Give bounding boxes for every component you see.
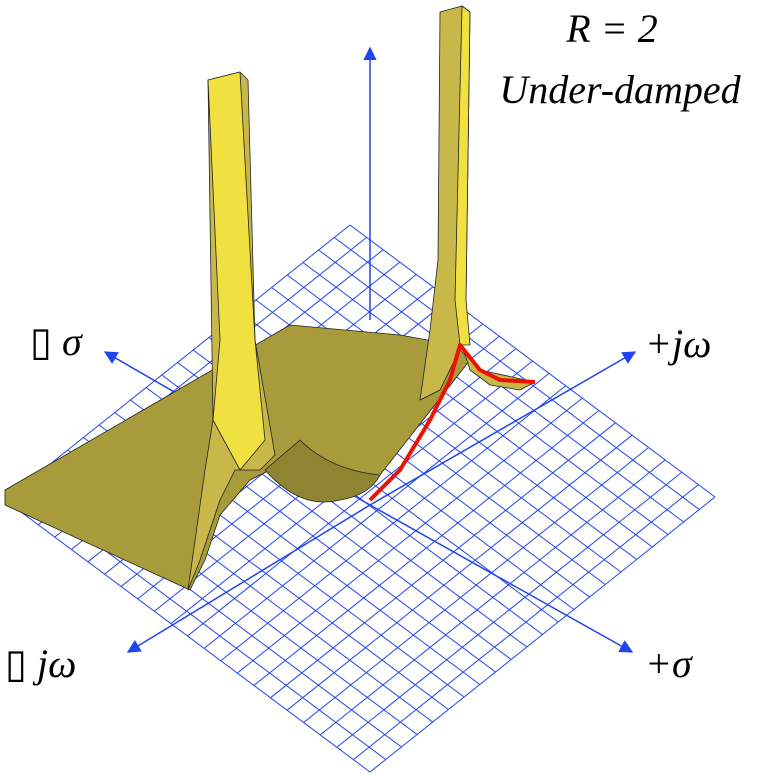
grid-line [353, 484, 699, 761]
pos-jomega-axis [369, 351, 637, 506]
jomega-cross-section [368, 343, 536, 502]
grid-line [270, 422, 616, 699]
grid-line [336, 471, 683, 748]
grid-line [302, 262, 669, 535]
surface [4, 5, 536, 591]
grid-line [236, 397, 583, 674]
grid-line [303, 447, 649, 723]
title: R = 2 [565, 6, 657, 51]
grid-line [220, 385, 566, 662]
pos-sigma-label: +σ [645, 641, 693, 686]
surface-bowl [264, 439, 381, 503]
left-pole-spike-face [207, 71, 266, 471]
grid-line [369, 496, 716, 773]
neg-jomega-label: ▯ jω [5, 641, 76, 686]
grid-line [253, 410, 600, 686]
pos-jomega-label: +jω [645, 321, 711, 366]
grid-line [334, 237, 700, 510]
neg-jomega-axis [126, 504, 371, 653]
right-pole-spike-face [454, 5, 471, 346]
grid-line [286, 274, 653, 548]
grid-line [319, 459, 666, 736]
grid-line [286, 434, 633, 711]
subtitle: Under-damped [499, 67, 741, 112]
grid-line [349, 224, 716, 498]
grid-line [203, 372, 550, 649]
pos-sigma-axis [369, 504, 634, 653]
neg-sigma-label: ▯ σ [30, 319, 83, 364]
